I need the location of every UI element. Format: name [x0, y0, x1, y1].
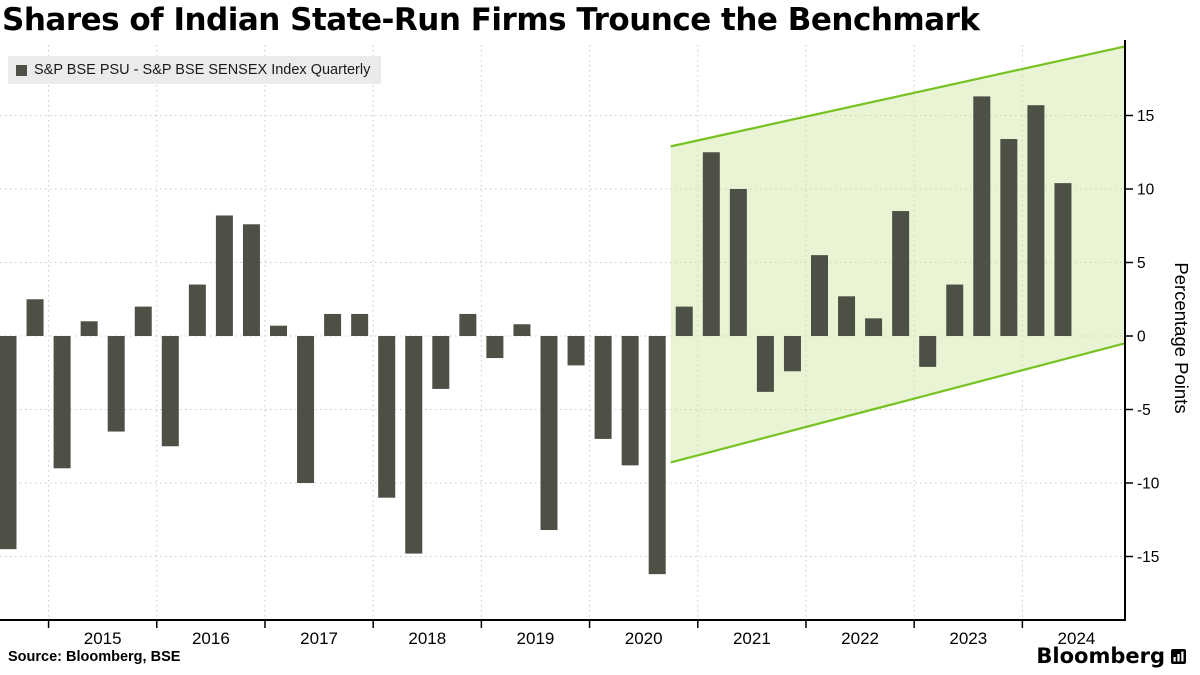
x-tick-label: 2019 — [517, 629, 555, 648]
bar-2018-Q2 — [405, 336, 423, 554]
bar-2022-Q1 — [811, 255, 828, 336]
bar-2024-Q2 — [1054, 183, 1072, 336]
highlight-band-top-line — [670, 45, 1126, 148]
bar-2015-Q3 — [107, 336, 125, 432]
bar-2022-Q2 — [838, 296, 856, 336]
bar-2023-Q1 — [919, 336, 937, 367]
bar-2019-Q2 — [513, 324, 531, 336]
x-tick-label: 2024 — [1058, 629, 1096, 648]
x-tick-label: 2021 — [733, 629, 771, 648]
bar-2021-Q3 — [756, 336, 774, 392]
bar-2015-Q4 — [134, 306, 152, 336]
bar-2023-Q4 — [1000, 139, 1018, 336]
chart-title: Shares of Indian State-Run Firms Trounce… — [2, 2, 980, 38]
highlight-band-bottom-line — [670, 342, 1126, 464]
bar-2022-Q3 — [865, 318, 883, 336]
y-tick-label: 5 — [1137, 255, 1146, 272]
bar-2016-Q4 — [242, 224, 260, 336]
bar-2022-Q4 — [892, 211, 910, 336]
y-axis-title: Percentage Points — [1171, 261, 1192, 414]
source-note: Source: Bloomberg, BSE — [8, 649, 181, 665]
x-tick-label: 2018 — [408, 629, 446, 648]
bar-2019-Q3 — [540, 336, 558, 531]
bloomberg-logo: Bloomberg — [1036, 644, 1186, 668]
bloomberg-chart-icon — [1171, 648, 1186, 664]
bar-2017-Q1 — [270, 325, 287, 336]
bar-2020-Q4 — [675, 306, 693, 336]
legend-swatch-icon — [16, 64, 27, 76]
legend-label: S&P BSE PSU - S&P BSE SENSEX Index Quart… — [34, 62, 371, 78]
bar-2017-Q3 — [324, 313, 342, 336]
bar-2020-Q2 — [621, 336, 639, 466]
bar-2017-Q4 — [351, 313, 369, 336]
bar-2016-Q3 — [215, 215, 233, 336]
bar-2017-Q2 — [297, 336, 315, 483]
bar-2020-Q1 — [594, 336, 612, 439]
bar-2016-Q1 — [161, 336, 179, 447]
legend: S&P BSE PSU - S&P BSE SENSEX Index Quart… — [8, 56, 382, 84]
bar-2019-Q4 — [567, 336, 585, 366]
y-tick-label: 0 — [1137, 329, 1146, 346]
y-tick-label: -5 — [1137, 402, 1151, 419]
bar-2018-Q1 — [378, 336, 396, 498]
bar-2023-Q2 — [946, 284, 964, 336]
x-tick-label: 2016 — [192, 629, 230, 648]
bar-2021-Q4 — [783, 336, 801, 372]
bar-2014-Q3 — [0, 336, 17, 550]
bar-2014-Q4 — [26, 299, 44, 336]
bar-2020-Q3 — [648, 336, 666, 575]
y-tick-label: 10 — [1137, 182, 1155, 199]
x-tick-label: 2020 — [625, 629, 663, 648]
bar-2021-Q2 — [729, 189, 747, 336]
bar-2023-Q3 — [973, 96, 991, 336]
y-tick-label: -10 — [1137, 476, 1160, 493]
y-tick-label: -15 — [1137, 549, 1159, 566]
x-tick-label: 2022 — [841, 629, 879, 648]
bar-2016-Q2 — [188, 284, 206, 336]
x-tick-label: 2017 — [300, 629, 338, 648]
y-tick-label: 15 — [1137, 108, 1154, 125]
bar-2018-Q3 — [432, 336, 450, 389]
bar-2019-Q1 — [486, 336, 504, 359]
bar-2024-Q1 — [1027, 105, 1045, 337]
x-tick-label: 2023 — [949, 629, 987, 648]
x-tick-label: 2015 — [84, 629, 122, 648]
bar-2018-Q4 — [459, 313, 477, 336]
bar-2015-Q2 — [80, 321, 98, 336]
bar-2015-Q1 — [53, 336, 71, 469]
bar-2021-Q1 — [702, 152, 720, 336]
bloomberg-wordmark: Bloomberg — [1036, 644, 1165, 668]
